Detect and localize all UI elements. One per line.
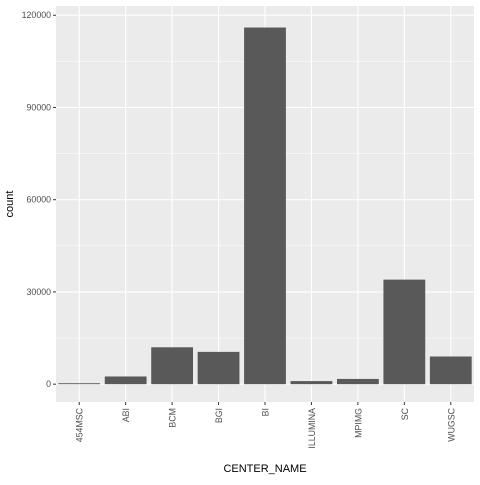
bar-mpimg [336,378,379,385]
x-tick-label: BGI [214,408,224,423]
y-axis: 0 30000 60000 90000 120000 [22,10,56,389]
y-tick-label: 0 [46,379,51,389]
x-tick-label: MPIMG [353,408,363,438]
bar-454msc [58,383,101,385]
y-tick-label: 30000 [27,287,52,297]
x-tick-label: WUGSC [446,407,456,441]
bar-abi [104,376,147,385]
x-tick-label: SC [400,407,410,420]
bars-group [58,27,472,385]
y-axis-title: count [4,191,16,218]
x-tick-label: ABI [121,408,131,422]
x-tick-label: ILLUMINA [307,408,317,449]
x-tick-label: BCM [168,408,178,428]
x-tick-label: 454MSC [75,407,85,442]
x-tick-label: BI [261,408,271,416]
y-tick-label: 90000 [27,102,52,112]
bar-bcm [151,347,194,385]
y-tick-label: 60000 [27,195,52,205]
x-axis: 454MSC ABI BCM BGI BI ILLUMINA MPIMG SC WUGSC [75,402,456,449]
bar-wugsc [429,356,472,385]
bar-illumina [290,381,333,385]
bar-bi [244,27,286,385]
bar-sc [383,279,426,385]
bar-bgi [197,351,240,385]
y-tick-label: 120000 [22,10,51,20]
x-axis-title: CENTER_NAME [223,463,306,475]
